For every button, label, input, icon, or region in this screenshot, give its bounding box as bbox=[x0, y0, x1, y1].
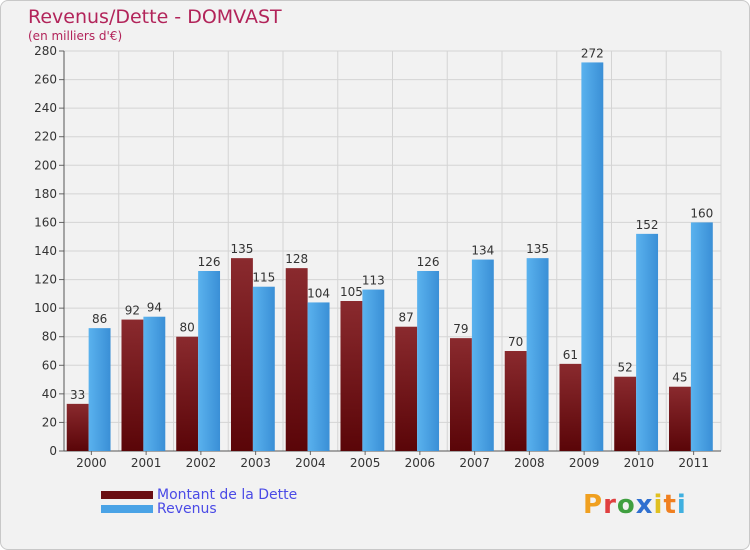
bar-dette bbox=[614, 376, 637, 451]
y-tick-label: 220 bbox=[34, 130, 57, 144]
bar-dette bbox=[395, 326, 418, 451]
data-label: 70 bbox=[508, 335, 523, 349]
data-label: 135 bbox=[230, 242, 253, 256]
data-label: 92 bbox=[125, 304, 140, 318]
y-tick-label: 240 bbox=[34, 101, 57, 115]
bar-revenus bbox=[362, 289, 385, 451]
chart-title: Revenus/Dette - DOMVAST bbox=[28, 6, 282, 28]
bar-dette bbox=[340, 301, 363, 451]
x-tick-label: 2007 bbox=[459, 456, 490, 470]
bar-dette bbox=[66, 403, 89, 451]
y-tick-label: 140 bbox=[34, 244, 57, 258]
data-label: 86 bbox=[92, 312, 107, 326]
logo-letter: i bbox=[653, 490, 664, 520]
data-label: 152 bbox=[636, 218, 659, 232]
bar-revenus bbox=[198, 271, 221, 451]
data-label: 105 bbox=[340, 285, 363, 299]
legend-swatch-debt bbox=[101, 491, 153, 499]
data-label: 160 bbox=[690, 206, 713, 220]
data-label: 115 bbox=[252, 271, 275, 285]
logo-letter: x bbox=[635, 490, 654, 520]
y-tick-label: 120 bbox=[34, 273, 57, 287]
bar-revenus bbox=[252, 286, 275, 451]
data-label: 113 bbox=[362, 274, 385, 288]
bar-dette bbox=[230, 258, 253, 451]
logo-letter: t bbox=[663, 490, 677, 520]
data-label: 128 bbox=[285, 252, 308, 266]
y-tick-label: 100 bbox=[34, 301, 57, 315]
legend-item-revenus: Revenus bbox=[101, 501, 217, 517]
x-tick-label: 2003 bbox=[240, 456, 271, 470]
legend-item-debt: Montant de la Dette bbox=[101, 487, 297, 503]
x-tick-label: 2006 bbox=[405, 456, 436, 470]
data-label: 52 bbox=[618, 361, 633, 375]
logo-letter: o bbox=[616, 490, 636, 520]
logo-letter: i bbox=[676, 490, 687, 520]
data-label: 33 bbox=[70, 388, 85, 402]
chart-subtitle: (en milliers d'€) bbox=[28, 29, 123, 43]
data-label: 134 bbox=[471, 244, 494, 258]
bar-dette bbox=[449, 338, 472, 451]
y-tick-label: 260 bbox=[34, 73, 57, 87]
data-label: 45 bbox=[672, 371, 687, 385]
bar-revenus bbox=[581, 62, 604, 452]
x-tick-label: 2004 bbox=[295, 456, 326, 470]
data-label: 80 bbox=[180, 321, 195, 335]
data-label: 126 bbox=[198, 255, 221, 269]
bar-dette bbox=[559, 363, 582, 451]
bar-dette bbox=[121, 319, 144, 451]
y-tick-label: 0 bbox=[49, 444, 57, 458]
data-label: 104 bbox=[307, 286, 330, 300]
legend-label-debt: Montant de la Dette bbox=[157, 487, 298, 503]
bar-revenus bbox=[417, 271, 440, 451]
bar-dette bbox=[176, 336, 199, 451]
x-tick-label: 2009 bbox=[569, 456, 600, 470]
bar-dette bbox=[668, 386, 691, 451]
x-tick-label: 2002 bbox=[186, 456, 217, 470]
data-label: 272 bbox=[581, 46, 604, 60]
x-tick-label: 2010 bbox=[624, 456, 655, 470]
x-tick-label: 2011 bbox=[678, 456, 709, 470]
x-tick-label: 2008 bbox=[514, 456, 545, 470]
x-tick-label: 2000 bbox=[76, 456, 107, 470]
logo-letter: P bbox=[583, 490, 604, 520]
y-tick-label: 80 bbox=[42, 330, 57, 344]
bar-revenus bbox=[690, 222, 713, 451]
y-tick-label: 60 bbox=[42, 358, 57, 372]
y-tick-label: 200 bbox=[34, 158, 57, 172]
logo-letter: r bbox=[603, 490, 617, 520]
bar-revenus bbox=[143, 316, 166, 451]
bar-revenus bbox=[636, 233, 659, 451]
x-tick-label: 2001 bbox=[131, 456, 162, 470]
legend-label-revenus: Revenus bbox=[157, 501, 217, 517]
y-tick-label: 280 bbox=[34, 44, 57, 58]
bar-dette bbox=[504, 351, 527, 451]
y-tick-label: 160 bbox=[34, 215, 57, 229]
x-tick-label: 2005 bbox=[350, 456, 381, 470]
y-tick-label: 20 bbox=[42, 415, 57, 429]
bar-dette bbox=[285, 268, 308, 451]
bar-revenus bbox=[88, 328, 111, 451]
bar-revenus bbox=[526, 258, 549, 451]
proxiti-logo: Proxiti bbox=[583, 490, 687, 520]
y-tick-label: 180 bbox=[34, 187, 57, 201]
bar-revenus bbox=[307, 302, 330, 451]
y-tick-label: 40 bbox=[42, 387, 57, 401]
data-label: 61 bbox=[563, 348, 578, 362]
legend-swatch-revenus bbox=[101, 505, 153, 513]
data-label: 94 bbox=[147, 301, 162, 315]
bar-revenus bbox=[471, 259, 494, 451]
data-label: 87 bbox=[399, 311, 414, 325]
data-label: 126 bbox=[417, 255, 440, 269]
data-label: 79 bbox=[453, 322, 468, 336]
data-label: 135 bbox=[526, 242, 549, 256]
